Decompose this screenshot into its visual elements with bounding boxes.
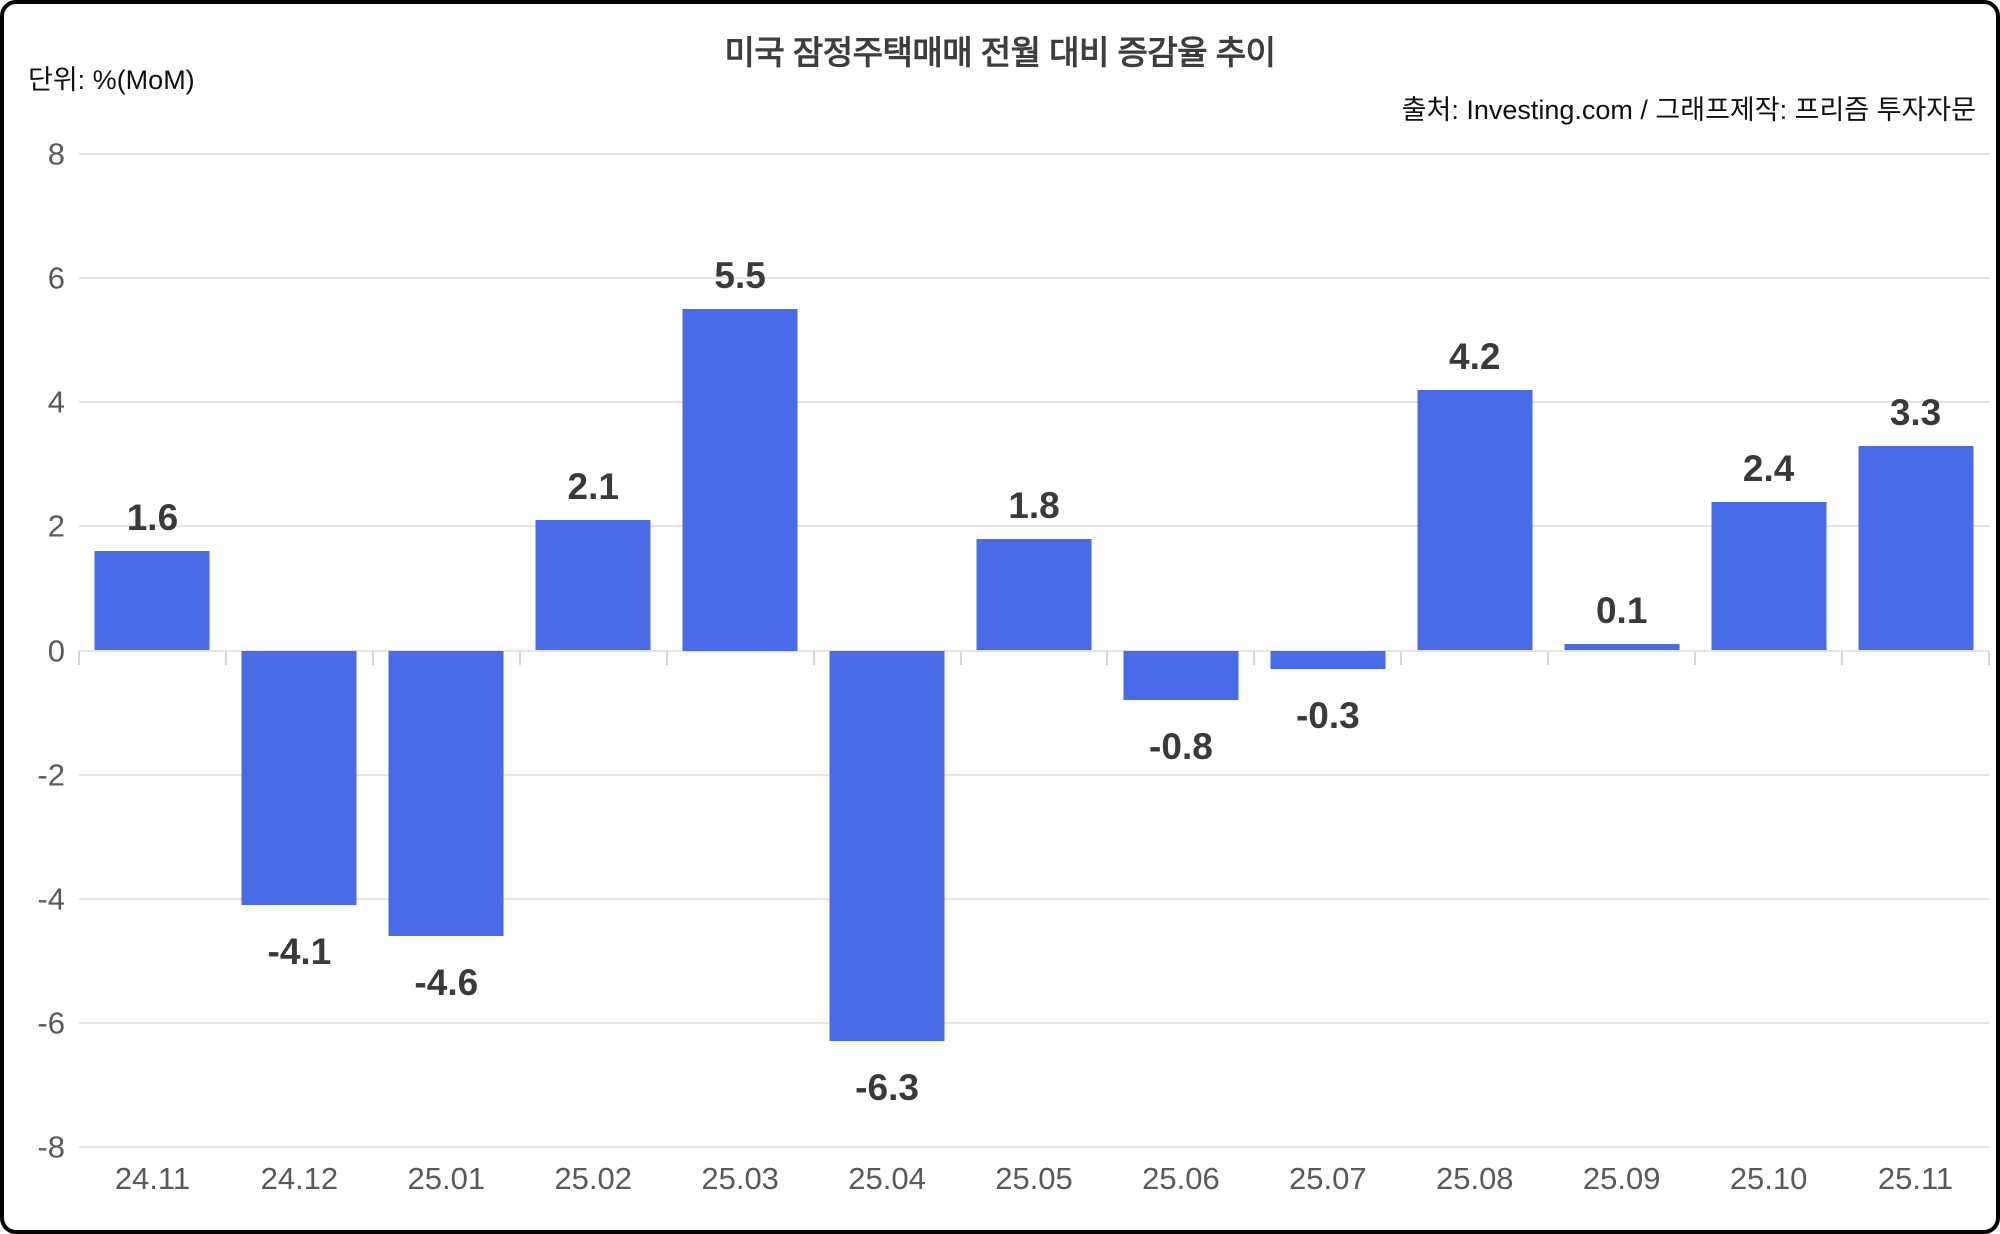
bar-25.05 <box>976 538 1092 651</box>
x-axis-tick-mark <box>1106 650 1109 665</box>
gridline <box>79 897 1989 900</box>
y-axis-tick-label: -8 <box>37 1129 65 1165</box>
x-axis-tick-mark <box>1253 650 1256 665</box>
x-axis-tick-mark <box>812 650 815 665</box>
x-axis-tick-mark <box>959 650 962 665</box>
x-axis-tick-mark <box>1988 650 1990 665</box>
x-axis-tick-mark <box>78 650 80 665</box>
y-axis-tick-label: 8 <box>47 136 65 172</box>
bar-value-label: -6.3 <box>855 1067 919 1109</box>
bar-value-label: -0.3 <box>1295 695 1360 737</box>
x-axis-category-label: 25.11 <box>1877 1161 1954 1196</box>
bar-value-label: 0.1 <box>1595 590 1648 632</box>
bar-25.04 <box>829 650 945 1042</box>
bar-25.07 <box>1270 650 1386 670</box>
plot-area: 8 6 4 2 0 -2 -4 -6 -8 1.6 24.11 -4.1 24.12 -4.6 25.01 2… <box>37 139 1990 1194</box>
bar-25.03 <box>682 309 798 651</box>
chart-title: 미국 잠정주택매매 전월 대비 증감율 추이 <box>724 34 1276 71</box>
bar-25.06 <box>1123 650 1239 701</box>
gridline <box>79 1146 1989 1148</box>
bar-value-label: 5.5 <box>714 255 766 297</box>
bar-25.11 <box>1858 445 1974 651</box>
unit-label: 단위: %(MoM) <box>28 65 195 95</box>
bar-25.02 <box>535 520 651 651</box>
y-axis-tick-label: 0 <box>47 633 65 668</box>
bar-value-label: 1.8 <box>1008 484 1060 526</box>
x-axis-category-label: 25.01 <box>407 1161 486 1196</box>
gridline <box>79 277 1989 280</box>
x-axis-tick-mark <box>224 650 227 665</box>
x-axis-category-label: 25.07 <box>1289 1161 1367 1196</box>
gridline <box>79 525 1989 528</box>
x-axis-category-label: 25.04 <box>848 1161 926 1196</box>
x-axis-category-label: 25.03 <box>701 1161 779 1196</box>
gridline <box>79 773 1989 776</box>
x-axis-category-label: 24.11 <box>114 1161 191 1196</box>
bar-value-label: 2.4 <box>1742 447 1795 489</box>
bar-24.11 <box>94 551 210 651</box>
x-axis-tick-mark <box>665 650 668 665</box>
source-label: 출처: Investing.com / 그래프제작: 프리즘 투자자문 <box>1401 95 1976 125</box>
x-axis-category-label: 25.02 <box>554 1161 633 1196</box>
bar-25.10 <box>1711 501 1827 651</box>
y-axis-tick-label: 2 <box>47 508 65 544</box>
bar-value-label: -4.1 <box>267 930 332 972</box>
x-axis-category-label: 24.12 <box>260 1161 339 1196</box>
x-axis-tick-mark <box>518 650 521 665</box>
x-axis-tick-mark <box>1547 650 1550 665</box>
gridline <box>79 401 1989 404</box>
bar-value-label: 3.3 <box>1889 391 1942 433</box>
bar-25.01 <box>388 650 504 936</box>
y-axis-tick-label: -6 <box>37 1005 65 1041</box>
y-axis-tick-label: 4 <box>47 384 65 420</box>
x-axis-category-label: 25.06 <box>1142 1161 1220 1196</box>
bar-value-label: -4.6 <box>414 961 479 1003</box>
gridline <box>79 153 1989 155</box>
bar-24.12 <box>241 650 357 905</box>
y-axis-tick-label: -4 <box>37 881 65 917</box>
bar-value-label: -0.8 <box>1149 726 1213 768</box>
x-axis-category-label: 25.08 <box>1435 1161 1514 1196</box>
x-axis-tick-mark <box>371 650 374 665</box>
bar-25.09 <box>1564 644 1680 651</box>
x-axis-tick-mark <box>1400 650 1403 665</box>
x-axis-category-label: 25.10 <box>1729 1161 1808 1196</box>
x-axis-tick-mark <box>1694 650 1697 665</box>
x-axis-category-label: 25.05 <box>995 1161 1073 1196</box>
y-axis-tick-label: -2 <box>37 757 65 793</box>
bar-25.08 <box>1417 389 1533 651</box>
x-axis-tick-mark <box>1841 650 1844 665</box>
zero-gridline <box>79 649 1989 652</box>
y-axis-tick-label: 6 <box>47 260 65 296</box>
bar-value-label: 4.2 <box>1449 335 1501 377</box>
gridline <box>79 1021 1989 1024</box>
bar-value-label: 1.6 <box>126 497 179 539</box>
bar-value-label: 2.1 <box>567 466 619 508</box>
x-axis-category-label: 25.09 <box>1582 1161 1661 1196</box>
